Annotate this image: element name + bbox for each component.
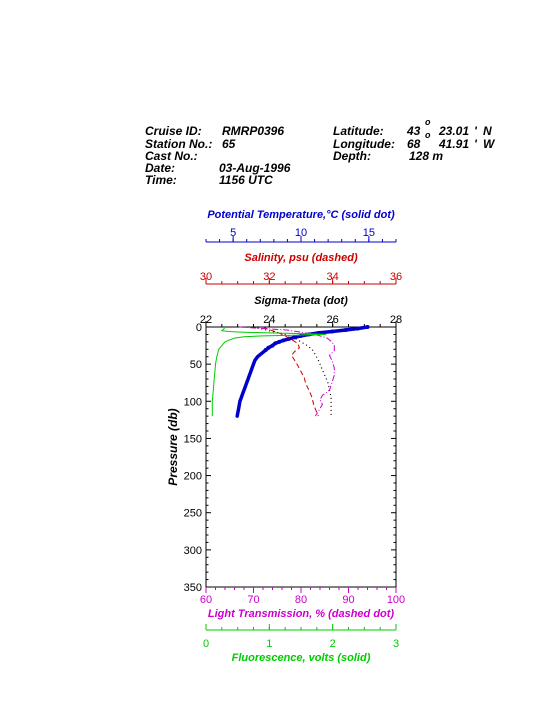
temperature-axis-title: Potential Temperature,°C (solid dot) [207,209,395,221]
y-tick-label: 100 [184,396,202,408]
temperature-point [270,343,275,348]
temperature-point [266,345,271,350]
temperature-point [277,339,282,344]
fluorescence-axis-title: Fluorescence, volts (solid) [232,652,371,664]
salinity-axis-title: Salinity, psu (dashed) [244,252,358,264]
y-tick-label: 250 [184,508,202,520]
cruise-id-label: Cruise ID: [145,124,202,138]
transmission-tick-label: 60 [200,594,212,606]
sigma-axis-title: Sigma-Theta (dot) [254,295,348,307]
latitude-hemisphere: N [483,124,492,138]
latitude-degree-symbol: o [425,117,431,127]
fluorescence-tick-label: 2 [330,638,336,650]
sigma-tick-label: 24 [263,314,275,326]
temperature-point [263,348,268,353]
temperature-point [281,338,286,343]
longitude-minute-symbol: ' [474,137,477,151]
date-value: 03-Aug-1996 [219,161,291,175]
latitude-min: 23.01 [439,124,470,138]
temperature-point [365,325,370,329]
y-tick-label: 350 [184,582,202,594]
temperature-point [273,341,278,346]
y-tick-label: 200 [184,471,202,483]
temperature-point [292,335,297,340]
longitude-deg: 68 [407,137,421,151]
longitude-hemisphere: W [483,137,495,151]
sigma-profile-line [253,326,332,417]
series-layer [211,325,370,418]
y-tick-label: 0 [196,322,202,334]
depth-label: Depth: [333,149,371,163]
transmission-tick-label: 100 [387,594,405,606]
salinity-tick-label: 34 [327,271,339,283]
salinity-tick-label: 32 [263,271,275,283]
y-tick-label: 50 [190,359,202,371]
temperature-tick-label: 10 [295,227,307,239]
transmission-tick-label: 80 [295,594,307,606]
time-value: 1156 UTC [219,173,273,187]
salinity-profile-line [262,326,319,417]
transmission-profile-line [239,326,335,417]
longitude-min: 41.91 [439,137,470,151]
latitude-minute-symbol: ' [474,124,477,138]
temperature-tick-label: 5 [230,227,236,239]
y-tick-label: 150 [184,433,202,445]
date-label: Date: [145,161,176,175]
transmission-tick-label: 70 [247,594,259,606]
longitude-degree-symbol: o [425,130,431,140]
latitude-label: Latitude: [333,124,384,138]
time-label: Time: [145,173,177,187]
sigma-tick-label: 28 [390,314,402,326]
sigma-tick-label: 22 [200,314,212,326]
salinity-tick-label: 36 [390,271,402,283]
transmission-tick-label: 90 [342,594,354,606]
latitude-deg: 43 [407,124,421,138]
longitude-label: Longitude: [333,137,395,151]
cruise-id-value: RMRP0396 [222,124,285,138]
depth-value: 128 m [409,149,444,163]
station-no-label: Station No.: [145,137,213,151]
salinity-tick-label: 30 [200,271,212,283]
temperature-point [343,327,348,332]
y-tick-label: 300 [184,545,202,557]
transmission-axis-title: Light Transmission, % (dashed dot) [208,608,395,620]
temperature-point [330,329,335,334]
fluorescence-profile-line [211,326,327,417]
fluorescence-tick-label: 1 [266,638,272,650]
temperature-profile-line [235,325,370,418]
fluorescence-tick-label: 0 [203,638,209,650]
sigma-tick-label: 26 [327,314,339,326]
station-no-value: 65 [222,137,236,151]
cast-no-label: Cast No.: [145,149,198,163]
temperature-tick-label: 15 [363,227,375,239]
temperature-point [356,326,360,331]
y-axis-label: Pressure (db) [166,408,180,485]
plot-frame [205,326,397,588]
fluorescence-tick-label: 3 [393,638,399,650]
